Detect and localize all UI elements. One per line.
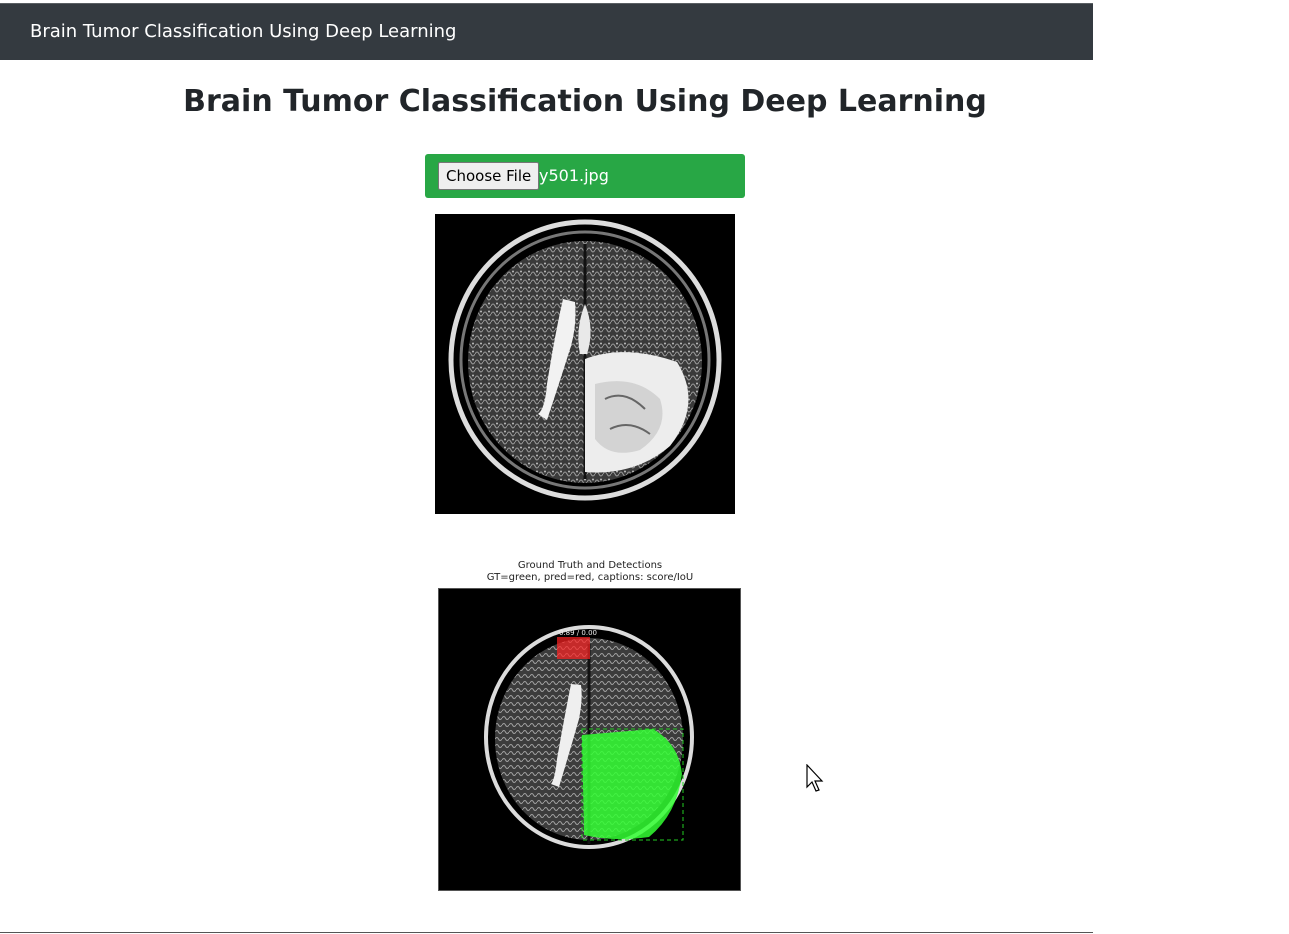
file-upload-panel[interactable]: Choose File y501.jpg: [425, 154, 745, 198]
prediction-box: [557, 637, 590, 659]
top-border: [0, 0, 1093, 3]
selected-file-name: y501.jpg: [539, 166, 609, 185]
navbar-brand[interactable]: Brain Tumor Classification Using Deep Le…: [30, 21, 457, 42]
mri-scan-graphic: [448, 219, 722, 501]
figure-title: Ground Truth and Detections: [517, 560, 663, 571]
ground-truth-mask: [582, 729, 682, 840]
detection-scan-graphic: 0.89 / 0.00: [484, 625, 694, 849]
figure-subtitle: GT=green, pred=red, captions: score/IoU: [486, 572, 694, 583]
navbar: Brain Tumor Classification Using Deep Le…: [0, 3, 1093, 60]
page-title: Brain Tumor Classification Using Deep Le…: [183, 84, 987, 119]
prediction-caption: 0.89 / 0.00: [559, 629, 597, 637]
bottom-border: [0, 932, 1093, 933]
detection-result-figure: Ground Truth and Detections GT=green, pr…: [430, 555, 750, 895]
ground-truth-box: [581, 728, 684, 841]
mouse-cursor-icon: [806, 764, 824, 792]
detection-image: 0.89 / 0.00: [438, 588, 741, 891]
uploaded-mri-image: [435, 214, 735, 514]
choose-file-button[interactable]: Choose File: [438, 162, 540, 190]
